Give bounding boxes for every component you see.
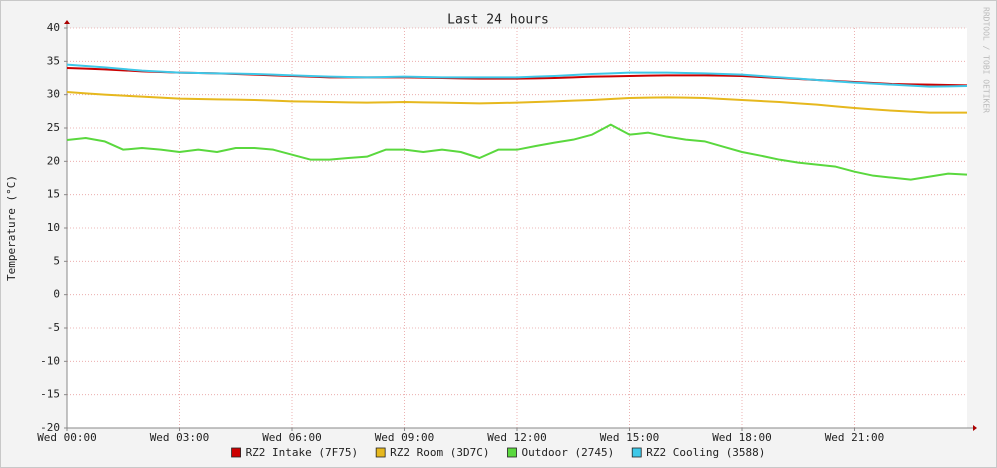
y-tick-label: 40	[47, 21, 60, 34]
y-tick-label: 5	[53, 254, 60, 267]
x-tick-label: Wed 12:00	[487, 431, 547, 444]
x-tick-label: Wed 06:00	[262, 431, 322, 444]
legend-label: RZ2 Cooling (3588)	[646, 446, 765, 459]
legend-swatch	[631, 447, 642, 458]
legend-swatch	[231, 447, 241, 458]
y-axis-label: Temperature (°C)	[5, 175, 18, 281]
series-line	[66, 123, 968, 181]
chart-title: Last 24 hours	[447, 13, 549, 28]
x-tick-label: Wed 09:00	[375, 431, 435, 444]
x-axis-arrow	[973, 425, 977, 431]
x-tick-label: Wed 18:00	[712, 431, 772, 444]
y-tick-label: 20	[47, 154, 60, 167]
y-tick-label: -10	[40, 354, 60, 367]
y-tick-label: -20	[40, 421, 60, 434]
legend: RZ2 Intake (7F75) RZ2 Room (3D7C) Outdoor …	[231, 446, 765, 459]
series-line	[66, 91, 967, 114]
watermark: RRDTOOL / TOBI OETIKER	[982, 7, 991, 113]
y-tick-label: 30	[47, 88, 60, 101]
x-tick-label: Wed 15:00	[600, 431, 660, 444]
x-tick-label: Wed 21:00	[825, 431, 885, 444]
y-axis-arrow	[64, 20, 70, 24]
y-tick-label: 0	[53, 288, 60, 301]
y-tick-label: 10	[47, 221, 60, 234]
series-line	[66, 63, 968, 88]
y-tick-label: 15	[47, 188, 60, 201]
legend-label: Outdoor (2745)	[522, 446, 615, 459]
legend-swatch	[507, 447, 517, 458]
legend-swatch	[375, 447, 386, 458]
legend-label: RZ2 Intake (7F75)	[246, 446, 359, 459]
y-tick-label: 35	[47, 54, 60, 67]
y-tick-label: 25	[47, 121, 60, 134]
x-tick-label: Wed 00:00	[37, 431, 97, 444]
y-tick-label: -15	[40, 388, 60, 401]
x-tick-label: Wed 03:00	[150, 431, 210, 444]
legend-label: RZ2 Room (3D7C)	[390, 446, 489, 459]
y-tick-label: -5	[47, 321, 60, 334]
